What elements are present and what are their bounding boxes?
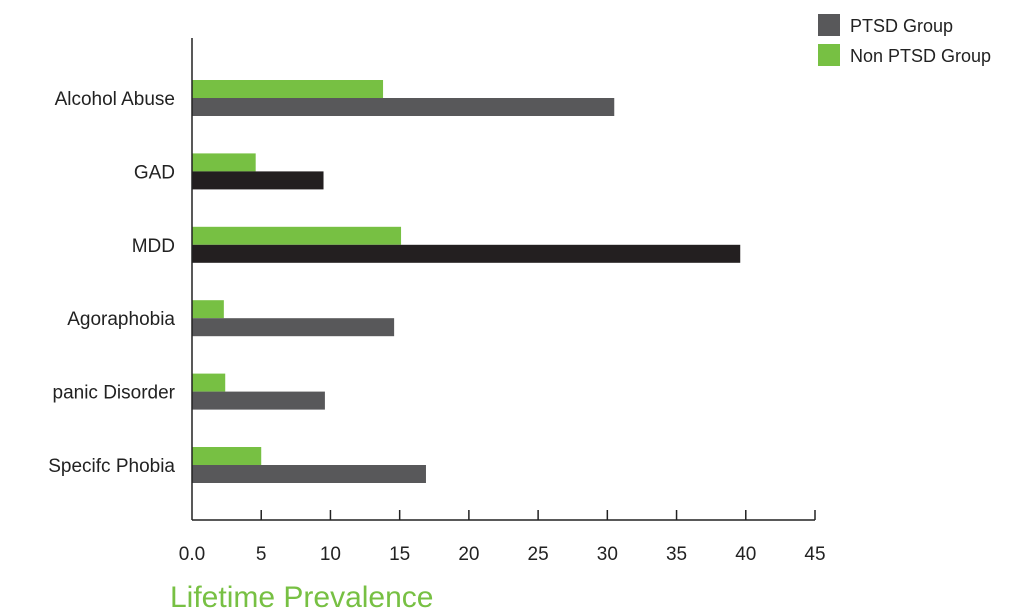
axes-group <box>191 38 815 521</box>
category-label-alcohol-abuse: Alcohol Abuse <box>55 89 175 110</box>
x-tick-label: 40 <box>735 544 756 565</box>
x-tick-label: 5 <box>256 544 267 565</box>
category-label-mdd: MDD <box>132 236 175 257</box>
x-tick-label: 0.0 <box>179 544 205 565</box>
legend-label-ptsd-group: PTSD Group <box>850 16 953 36</box>
x-tick-label: 10 <box>320 544 341 565</box>
bar-non-ptsd-panic-disorder <box>192 373 226 392</box>
legend-label-non-ptsd-group: Non PTSD Group <box>850 46 991 66</box>
bar-ptsd-mdd <box>192 244 741 263</box>
bar-ptsd-panic-disorder <box>192 391 325 410</box>
category-label-specifc-phobia: Specifc Phobia <box>48 456 175 477</box>
category-label-gad: GAD <box>134 162 175 183</box>
x-tick-label: 15 <box>389 544 410 565</box>
bar-ptsd-alcohol-abuse <box>192 98 615 116</box>
bar-non-ptsd-specifc-phobia <box>192 447 262 465</box>
bar-ptsd-gad <box>192 171 324 190</box>
x-tick-label: 25 <box>528 544 549 565</box>
bar-non-ptsd-mdd <box>192 226 402 245</box>
bar-ptsd-agoraphobia <box>192 318 395 337</box>
bar-non-ptsd-alcohol-abuse <box>192 80 384 98</box>
x-tick-label: 35 <box>666 544 687 565</box>
legend-swatch-ptsd-group <box>818 14 840 36</box>
legend-swatch-non-ptsd-group <box>818 44 840 66</box>
x-ticks-group: 0.0 5 10 15 20 25 30 35 40 45 <box>179 510 826 565</box>
category-labels-group: Alcohol Abuse GAD MDD Agoraphobia panic Diso… <box>48 89 175 477</box>
bars-group <box>192 80 741 483</box>
x-axis-title: Lifetime Prevalence <box>170 581 433 614</box>
bar-ptsd-specifc-phobia <box>192 465 426 483</box>
category-label-panic-disorder: panic Disorder <box>53 383 176 404</box>
x-tick-label: 20 <box>458 544 479 565</box>
x-tick-label: 30 <box>597 544 618 565</box>
bar-non-ptsd-gad <box>192 153 256 172</box>
legend: PTSD Group Non PTSD Group <box>818 14 991 66</box>
x-tick-label: 45 <box>804 544 825 565</box>
bar-non-ptsd-agoraphobia <box>192 300 224 319</box>
category-label-agoraphobia: Agoraphobia <box>67 309 175 330</box>
